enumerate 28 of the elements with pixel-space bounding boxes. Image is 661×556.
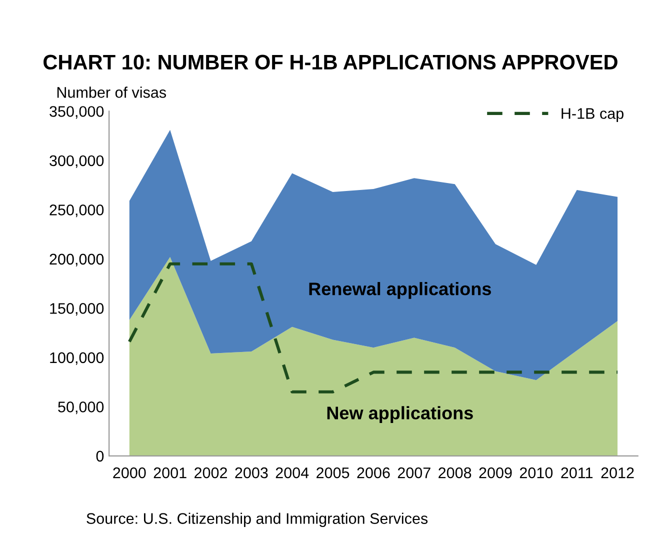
x-tick-label: 2001 (154, 467, 186, 478)
x-tick-label: 2010 (520, 467, 553, 478)
source-note: Source: U.S. Citizenship and Immigration Services (86, 512, 428, 527)
y-tick-label: 0 (96, 450, 104, 462)
x-tick-label: 2009 (479, 467, 512, 478)
y-tick-label: 300,000 (50, 155, 104, 168)
y-axis-title: Number of visas (57, 86, 166, 98)
x-tick-label: 2003 (235, 467, 268, 478)
y-tick-label: 200,000 (50, 254, 104, 266)
y-tick-label: 350,000 (50, 106, 104, 119)
y-tick-label: 250,000 (50, 204, 104, 218)
x-tick-label: 2005 (316, 467, 350, 478)
series-label: Renewal applications (309, 282, 491, 299)
line-series (128, 262, 620, 394)
chart-title: CHART 10: NUMBER OF H-1B APPLICATIONS APPROVED (44, 54, 618, 70)
y-tick-label: 100,000 (50, 352, 104, 365)
series-label: New applications (327, 406, 473, 423)
x-tick-label: 2012 (601, 467, 634, 478)
x-tick-label: 2000 (113, 467, 146, 478)
x-tick-label: 2002 (194, 467, 227, 478)
x-tick-label: 2004 (276, 467, 309, 478)
x-tick-label: 2011 (561, 467, 593, 478)
x-tick-label: 2006 (357, 467, 390, 478)
y-tick-label: 150,000 (50, 303, 104, 316)
y-tick-label: 50,000 (58, 402, 104, 414)
x-tick-label: 2007 (398, 467, 430, 478)
x-tick-label: 2008 (438, 467, 472, 478)
legend-label: H-1B cap (562, 108, 624, 122)
